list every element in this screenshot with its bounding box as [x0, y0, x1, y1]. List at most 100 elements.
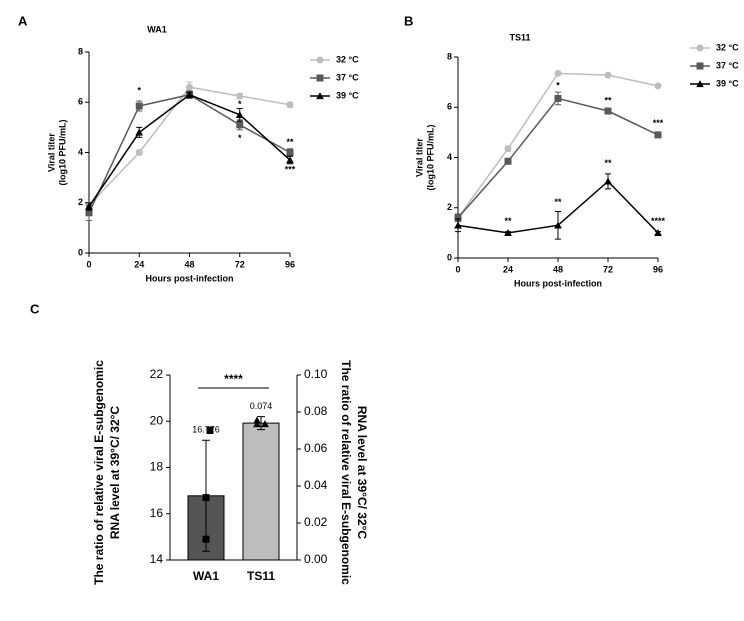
- y-tick-label: 2: [78, 197, 83, 207]
- marker: [604, 71, 612, 79]
- marker: [253, 420, 261, 428]
- series-line: [88, 86, 291, 206]
- y-axis-label: (log10 PFU/mL): [57, 119, 67, 185]
- marker: [253, 416, 261, 424]
- legend-label: 39 °C: [716, 78, 739, 88]
- marker: [554, 221, 562, 229]
- significance: *: [556, 80, 560, 90]
- marker: [185, 90, 194, 98]
- chart-title: TS11: [509, 32, 530, 42]
- y2-tick-label: 0.08: [304, 404, 328, 418]
- marker: [454, 214, 462, 222]
- y-tick-label: 8: [78, 46, 83, 56]
- marker: [85, 209, 93, 217]
- marker: [604, 107, 612, 115]
- significance: *: [238, 99, 242, 109]
- legend-label: 32 °C: [336, 54, 359, 64]
- series-line: [88, 93, 291, 207]
- significance: ****: [224, 372, 243, 386]
- marker: [135, 149, 143, 156]
- error-bar: [257, 416, 265, 431]
- y-axis-label: The ratio of relative viral E-subgenomic: [92, 360, 106, 585]
- y-tick-label: 20: [150, 413, 164, 427]
- marker: [696, 44, 704, 52]
- x-tick-label: 24: [503, 264, 513, 274]
- marker: [135, 102, 143, 110]
- marker: [202, 494, 210, 502]
- marker: [554, 69, 562, 77]
- y2-tick-label: 0.00: [304, 552, 328, 566]
- value-label: 0.074: [250, 401, 273, 411]
- marker: [504, 229, 512, 237]
- y-tick-label: 6: [447, 102, 452, 112]
- y2-tick-label: 0.06: [304, 441, 328, 455]
- y-tick-label: 14: [150, 552, 164, 566]
- marker: [554, 94, 562, 102]
- significance: **: [554, 197, 562, 207]
- marker: [504, 145, 512, 153]
- x-tick-label: 72: [603, 264, 613, 274]
- marker: [654, 82, 662, 90]
- marker: [696, 80, 704, 88]
- legend-label: 37 °C: [716, 60, 739, 70]
- marker: [206, 427, 214, 434]
- y-tick-label: 2: [447, 202, 452, 212]
- y-tick-label: 6: [78, 97, 83, 107]
- significance: **: [604, 95, 612, 105]
- x-tick-label: 0: [455, 264, 460, 274]
- x-tick-label: 96: [285, 259, 295, 269]
- y-tick-label: 0: [78, 247, 83, 257]
- marker: [202, 535, 210, 543]
- marker: [454, 221, 462, 229]
- x-tick-label: 24: [134, 259, 144, 269]
- marker: [316, 56, 324, 64]
- y2-axis-label: The ratio of relative viral E-subgenomic: [339, 360, 353, 585]
- marker: [504, 157, 512, 165]
- significance: ***: [285, 164, 296, 174]
- y-tick-label: 8: [447, 51, 452, 61]
- marker: [186, 83, 193, 91]
- marker: [235, 110, 244, 118]
- x-axis-label: Hours post-infection: [514, 278, 602, 288]
- marker: [286, 101, 294, 109]
- y-tick-label: 4: [78, 147, 83, 157]
- legend-label: 32 °C: [716, 42, 739, 52]
- significance: *: [238, 133, 242, 143]
- y-axis-label: RNA level at 39°C/ 32°C: [108, 406, 122, 540]
- x-tick-label: 48: [184, 259, 194, 269]
- marker: [654, 229, 662, 237]
- significance: **: [604, 158, 612, 168]
- y-tick-label: 0: [447, 252, 452, 262]
- significance: ***: [653, 118, 664, 128]
- x-tick-label: 72: [235, 259, 245, 269]
- marker: [316, 92, 324, 100]
- marker: [696, 62, 704, 70]
- y-tick-label: 22: [150, 367, 164, 381]
- y2-tick-label: 0.04: [304, 478, 328, 492]
- x-tick-label: 0: [86, 259, 91, 269]
- marker: [316, 74, 324, 82]
- panel-label: C: [30, 301, 40, 316]
- significance: *: [137, 85, 141, 95]
- x-tick-label: 48: [553, 264, 563, 274]
- y-axis-label: (log10 PFU/mL): [425, 124, 435, 190]
- x-tick-label: 96: [653, 264, 663, 274]
- marker: [236, 92, 244, 100]
- marker: [236, 121, 244, 129]
- significance: **: [286, 137, 294, 147]
- x-tick-label: WA1: [193, 569, 219, 583]
- panel-label: A: [18, 13, 28, 28]
- y-tick-label: 4: [447, 152, 452, 162]
- y2-tick-label: 0.10: [304, 367, 328, 381]
- significance: **: [504, 216, 512, 226]
- bar: [242, 422, 280, 561]
- y-axis-label: Viral titer: [414, 138, 424, 177]
- y-tick-label: 18: [150, 460, 164, 474]
- y2-tick-label: 0.02: [304, 515, 328, 529]
- legend-label: 37 °C: [336, 72, 359, 82]
- marker: [654, 131, 662, 139]
- panel-label: B: [404, 13, 413, 28]
- y2-axis-label: RNA level at 39°C/ 32°C: [355, 406, 369, 540]
- marker: [85, 202, 93, 210]
